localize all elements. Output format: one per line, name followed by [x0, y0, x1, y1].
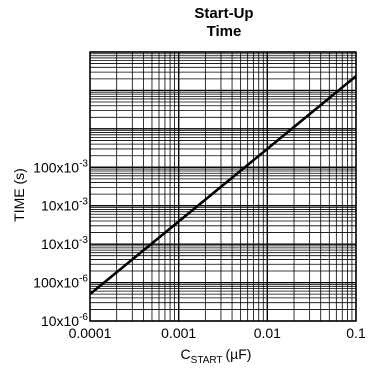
y-tick-label: 100x10-3	[33, 158, 88, 175]
y-tick-exponent: -6	[79, 312, 88, 323]
y-tick-exponent: -3	[79, 197, 88, 208]
x-axis-label-subscript: START	[191, 355, 223, 366]
plot-frame	[89, 51, 357, 322]
series-layer	[89, 75, 357, 296]
x-tick-label: 0.01	[254, 325, 281, 341]
y-axis-label: TIME (s)	[11, 168, 27, 222]
y-tick-base: 10x10	[41, 313, 79, 329]
y-tick-base: 100x10	[33, 275, 79, 291]
y-tick-label: 10x10-6	[41, 312, 88, 329]
y-tick-base: 10x10	[41, 236, 79, 252]
y-tick-exponent: -3	[79, 158, 88, 169]
y-tick-label: 10x10-3	[41, 235, 88, 252]
series-line	[89, 75, 357, 296]
y-tick-exponent: -6	[79, 274, 88, 285]
chart-title-line-2: Time	[207, 23, 242, 40]
x-tick-label: 0.0001	[69, 325, 112, 341]
tick-labels: 0.0001 0.001 0.01 0.110x10-6100x10-610x10-3…	[33, 158, 366, 341]
y-tick-base: 10x10	[41, 198, 79, 214]
chart-title-line-1: Start-Up	[194, 5, 253, 22]
y-tick-base: 100x10	[33, 159, 79, 175]
x-tick-label: 0.1	[346, 325, 366, 341]
x-axis-label-main: C	[181, 346, 191, 362]
y-tick-label: 10x10-3	[41, 197, 88, 214]
x-axis-label: CSTART (µF)	[181, 346, 252, 366]
x-axis-label-unit: (µF)	[226, 346, 252, 362]
y-tick-exponent: -3	[79, 235, 88, 246]
y-tick-label: 100x10-6	[33, 274, 88, 291]
x-tick-label: 0.001	[161, 325, 196, 341]
